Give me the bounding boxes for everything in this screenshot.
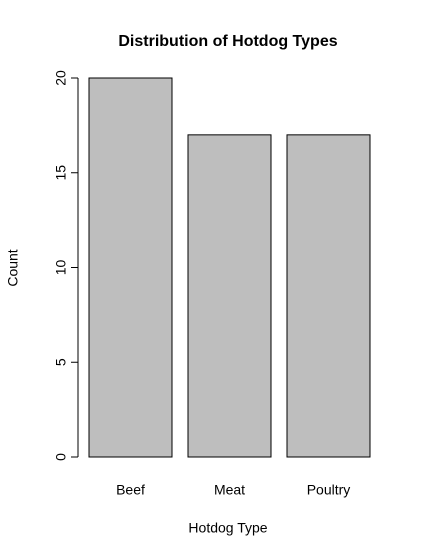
y-tick-label: 15 <box>53 165 69 181</box>
x-tick-label: Beef <box>116 482 145 498</box>
y-tick-label: 0 <box>53 453 69 461</box>
y-axis-label: Count <box>5 249 21 286</box>
y-tick-label: 10 <box>53 260 69 276</box>
x-axis-label: Hotdog Type <box>188 520 267 536</box>
y-tick-label: 5 <box>53 358 69 366</box>
bar <box>187 134 272 458</box>
y-tick-label: 20 <box>53 70 69 86</box>
x-tick-label: Meat <box>214 482 245 498</box>
chart-title: Distribution of Hotdog Types <box>118 33 337 50</box>
bar <box>88 77 173 458</box>
x-tick-label: Poultry <box>307 482 351 498</box>
bar <box>286 134 371 458</box>
